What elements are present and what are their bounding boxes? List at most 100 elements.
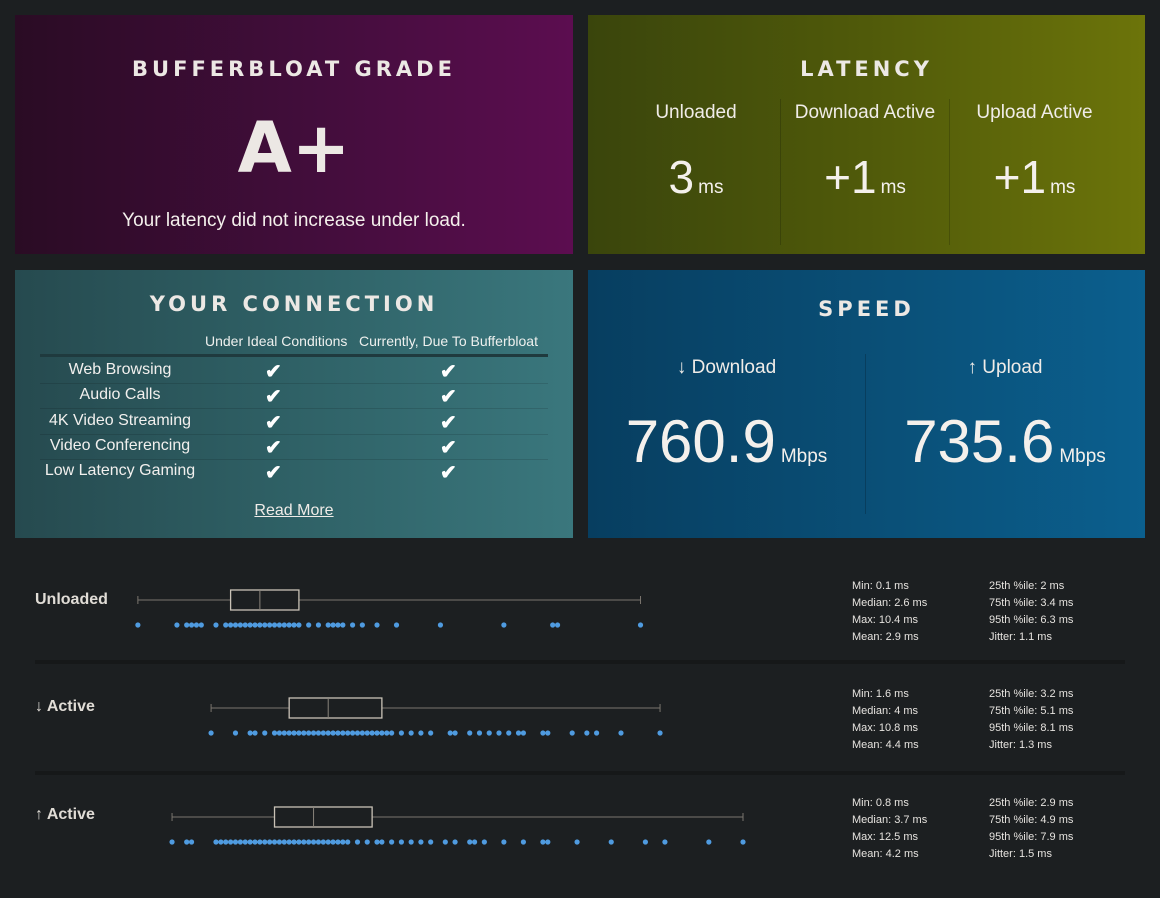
sample-point: [467, 839, 473, 845]
sample-point: [569, 730, 575, 736]
latency-value: +1 ms: [824, 151, 906, 203]
sample-point: [232, 622, 239, 628]
check-icon: ✔: [265, 386, 282, 408]
read-more-link[interactable]: Read More: [254, 502, 334, 519]
sample-point: [418, 839, 424, 845]
speed-card: SPEED ↓ Download 760.9 Mbps ↑ Upload 735.…: [588, 270, 1145, 538]
sample-point: [389, 839, 395, 845]
stat-p95: 95th %ile: 8.1 ms: [989, 722, 1074, 734]
sample-point: [447, 730, 453, 736]
sample-point: [496, 730, 502, 736]
sample-point: [271, 730, 278, 736]
sample-point: [608, 839, 614, 845]
latency-distribution-upload-active: ↑ Active Min: 0.8 ms Median: 3.7 ms Max:…: [35, 787, 1125, 892]
stat-min: Min: 1.6 ms: [852, 688, 909, 700]
sample-point: [237, 622, 243, 628]
sample-point: [545, 839, 551, 845]
sample-point: [389, 730, 395, 736]
sample-point: [584, 730, 590, 736]
check-icon: ✔: [265, 361, 282, 383]
sample-point: [213, 839, 219, 845]
sample-point: [442, 839, 448, 845]
iqr-box: [273, 806, 373, 828]
sample-point: [506, 730, 512, 736]
stat-p25: 25th %ile: 2 ms: [989, 580, 1065, 592]
sample-point: [257, 622, 263, 628]
sample-point: [252, 839, 258, 845]
sample-point: [306, 839, 312, 845]
sample-point: [301, 730, 307, 736]
sample-point: [345, 839, 351, 845]
latency-card: LATENCY Unloaded 3 ms Download Active +1 m…: [588, 15, 1145, 254]
check-icon: ✔: [265, 462, 282, 484]
sample-point: [437, 622, 444, 628]
sample-point: [301, 839, 307, 845]
speed-title: SPEED: [818, 297, 915, 321]
iqr-box: [288, 697, 383, 719]
connection-row-name: Web Browsing: [68, 361, 172, 378]
sample-point: [657, 730, 663, 736]
latency-unloaded: Unloaded 3 ms: [612, 99, 781, 245]
stat-median: Median: 3.7 ms: [852, 814, 928, 826]
check-icon: ✔: [265, 412, 282, 434]
stat-p25: 25th %ile: 2.9 ms: [989, 797, 1074, 809]
column-header-current: Currently, Due To Bufferbloat: [359, 333, 538, 349]
sample-point: [330, 622, 336, 628]
sample-point: [198, 622, 204, 628]
sample-point: [520, 730, 526, 736]
sample-point: [242, 622, 248, 628]
connection-row-name: 4K Video Streaming: [48, 412, 191, 429]
latency-label: Download Active: [794, 102, 936, 123]
sample-point: [286, 622, 292, 628]
stat-jitter: Jitter: 1.1 ms: [989, 631, 1052, 643]
sample-point: [398, 839, 404, 845]
sample-point: [213, 622, 219, 628]
sample-point: [642, 839, 649, 845]
sample-point: [418, 730, 424, 736]
check-icon: ✔: [440, 386, 457, 408]
download-value: 760.9 Mbps: [625, 408, 828, 475]
sample-point: [428, 839, 434, 845]
sample-point: [291, 730, 297, 736]
sample-point: [472, 839, 478, 845]
sample-point: [354, 839, 361, 845]
sample-point: [315, 730, 322, 736]
sample-point: [188, 622, 195, 628]
sample-point: [515, 730, 522, 736]
upload-label: ↑ Upload: [967, 357, 1043, 378]
speed-download: ↓ Download 760.9 Mbps: [588, 354, 866, 514]
sample-point: [281, 839, 287, 845]
sample-point: [359, 622, 365, 628]
sample-point: [486, 730, 492, 736]
check-icon: ✔: [440, 437, 457, 459]
stat-mean: Mean: 2.9 ms: [852, 631, 919, 643]
sample-point: [335, 730, 341, 736]
sample-point: [271, 839, 278, 845]
sample-point: [706, 839, 712, 845]
sample-point: [369, 730, 375, 736]
sample-point: [393, 622, 400, 628]
check-icon: ✔: [265, 437, 282, 459]
sample-point: [330, 730, 336, 736]
check-icon: ✔: [440, 361, 457, 383]
sample-point: [184, 622, 190, 628]
sample-point: [662, 839, 668, 845]
stat-p25: 25th %ile: 3.2 ms: [989, 688, 1074, 700]
grade-value: A+: [237, 107, 351, 189]
sample-point: [501, 839, 507, 845]
sample-point: [232, 730, 239, 736]
stat-min: Min: 0.1 ms: [852, 580, 909, 592]
sample-point: [247, 730, 253, 736]
sample-point: [325, 839, 331, 845]
sample-point: [276, 839, 282, 845]
latency-boxplot: [169, 806, 746, 845]
sample-point: [306, 622, 312, 628]
latency-value: 3 ms: [668, 151, 724, 203]
stats-left: Min: 0.8 ms Median: 3.7 ms Max: 12.5 ms …: [852, 795, 927, 863]
sample-point: [501, 622, 507, 628]
column-header-ideal: Under Ideal Conditions: [205, 333, 348, 349]
stat-mean: Mean: 4.4 ms: [852, 739, 919, 751]
sample-point: [374, 622, 380, 628]
iqr-box: [229, 589, 300, 611]
sample-point: [350, 730, 356, 736]
